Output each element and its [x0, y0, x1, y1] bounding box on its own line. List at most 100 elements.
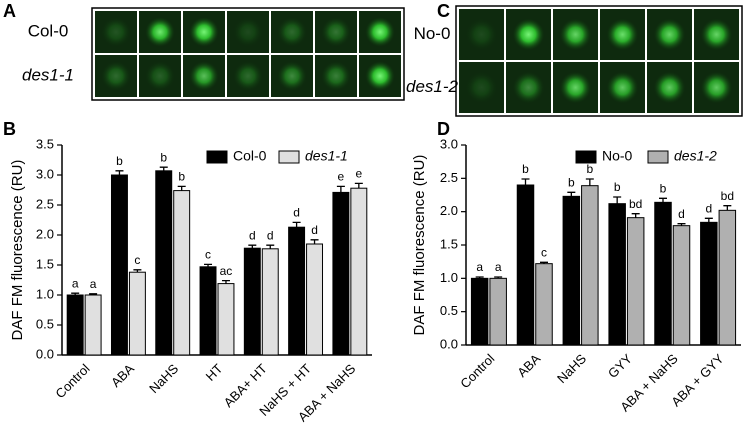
cell-nucleus — [465, 18, 498, 51]
error-bar — [540, 261, 548, 264]
error-bar — [704, 217, 713, 223]
error-bar — [71, 292, 80, 295]
cell-nucleus — [606, 18, 639, 51]
significance-letter: bd — [721, 189, 734, 203]
error-bar — [354, 182, 363, 189]
bar — [654, 201, 672, 346]
cell-nucleus — [321, 17, 351, 47]
significance-letter: c — [541, 246, 547, 260]
error-bar — [221, 279, 230, 284]
bar — [626, 217, 645, 346]
bar — [718, 209, 737, 346]
y-tick-label: 0.0 — [440, 336, 458, 351]
significance-letter: d — [267, 228, 274, 242]
x-tick-label: Control — [52, 361, 92, 401]
legend-swatch — [278, 150, 300, 164]
significance-letter: b — [614, 180, 621, 194]
error-bar — [248, 244, 257, 249]
significance-letter: b — [660, 182, 667, 196]
x-tick-label: ABA — [514, 351, 543, 380]
bar — [199, 266, 217, 356]
y-tick-label: 2.5 — [440, 170, 458, 185]
cell-nucleus — [101, 17, 131, 47]
error-bar — [567, 191, 576, 197]
error-bar — [310, 239, 319, 244]
y-tick-label: 3.5 — [36, 136, 54, 151]
error-bar — [159, 166, 168, 171]
cell-nucleus — [700, 71, 733, 104]
y-axis-label: DAF FM fluorescence (RU) — [9, 160, 26, 341]
x-tick-label: NaHS — [146, 361, 181, 396]
error-bar — [133, 269, 142, 273]
bar — [516, 184, 535, 346]
panel-label: C — [437, 1, 450, 21]
error-bar — [89, 293, 98, 295]
cell-nucleus — [653, 71, 686, 104]
significance-letter: b — [522, 162, 529, 176]
bar — [470, 277, 489, 346]
legend-swatch — [206, 150, 228, 164]
x-tick-label: NaHS — [554, 351, 589, 386]
cell-nucleus — [189, 17, 219, 47]
legend-swatch — [647, 150, 669, 164]
error-bar — [723, 205, 732, 211]
y-tick-label: 2.5 — [36, 196, 54, 211]
error-bar — [494, 276, 503, 279]
bar — [700, 221, 718, 346]
cell-nucleus — [606, 71, 639, 104]
panel-label: A — [3, 1, 16, 21]
row-label: Col-0 — [28, 21, 69, 40]
significance-letter: c — [134, 253, 140, 267]
error-bar — [631, 213, 640, 218]
significance-letter: b — [568, 176, 575, 190]
significance-letter: a — [72, 276, 79, 290]
significance-letter: e — [338, 170, 345, 184]
cell-nucleus — [233, 61, 263, 91]
error-bar — [521, 178, 530, 185]
bar — [128, 271, 146, 356]
bar — [288, 226, 306, 356]
bar — [66, 294, 84, 356]
error-bar — [266, 244, 275, 249]
bar — [489, 277, 507, 346]
significance-letter: b — [160, 150, 167, 164]
error-bar — [204, 263, 213, 267]
significance-letter: a — [90, 277, 97, 291]
cell-nucleus — [653, 18, 686, 51]
cell-nucleus — [365, 17, 395, 47]
y-axis-label: DAF FM fluorescence (RU) — [411, 155, 428, 336]
row-label: des1-2 — [406, 77, 459, 96]
cell-nucleus — [145, 17, 175, 47]
y-tick-label: 1.5 — [36, 256, 54, 271]
error-bar — [115, 170, 124, 175]
bar — [84, 294, 102, 356]
x-tick-label: HT — [203, 361, 226, 384]
cell-nucleus — [365, 61, 395, 91]
cell-nucleus — [145, 61, 175, 91]
significance-letter: bd — [629, 197, 642, 211]
error-bar — [659, 197, 667, 203]
significance-letter: d — [705, 202, 712, 216]
y-tick-label: 1.5 — [440, 236, 458, 251]
y-tick-label: 1.0 — [440, 270, 458, 285]
bar — [332, 191, 350, 356]
error-bar — [292, 221, 301, 228]
bar — [243, 247, 261, 356]
cell-nucleus — [559, 18, 592, 51]
significance-letter: d — [249, 228, 256, 242]
error-bar — [475, 276, 484, 279]
y-tick-label: 3.0 — [440, 136, 458, 151]
cell-nucleus — [101, 61, 131, 91]
cell-nucleus — [559, 71, 592, 104]
legend-swatch — [575, 150, 597, 164]
significance-letter: d — [293, 206, 300, 220]
legend-label: des1-1 — [305, 148, 348, 164]
bar — [581, 185, 599, 346]
legend-label: des1-2 — [674, 148, 717, 164]
legend-label: Col-0 — [233, 148, 267, 164]
cell-nucleus — [465, 71, 498, 104]
significance-letter: e — [355, 167, 362, 181]
significance-letter: c — [205, 248, 211, 262]
row-label: des1-1 — [22, 65, 74, 84]
